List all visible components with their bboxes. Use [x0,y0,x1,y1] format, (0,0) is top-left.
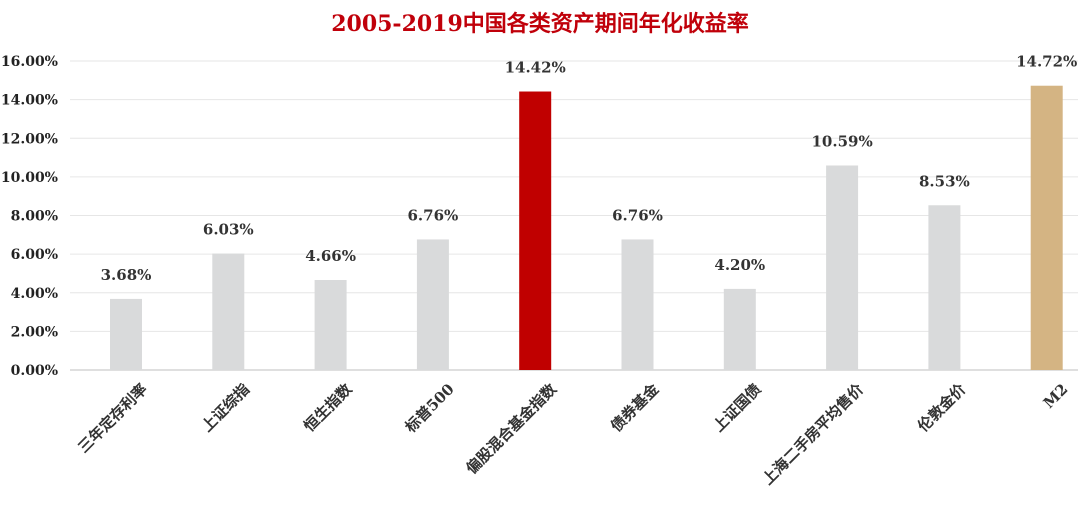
category-label: 伦敦金价 [914,379,970,435]
y-tick-label: 2.00% [11,324,58,340]
category-label: 债券基金 [607,379,663,435]
bar [212,253,245,370]
category-label: 恒生指数 [300,379,356,435]
y-tick-label: 16.00% [1,54,58,70]
bar [314,280,347,370]
y-tick-label: 4.00% [11,286,58,302]
category-label: 上证国债 [709,380,764,435]
y-tick-label: 10.00% [1,170,58,186]
data-label: 4.66% [305,247,356,265]
y-tick-label: 6.00% [11,247,58,263]
category-label: 标普500 [401,380,458,437]
data-label: 3.68% [101,266,152,284]
bar [621,239,654,370]
category-label: 上海二手房平均售价 [759,379,868,488]
y-tick-label: 8.00% [11,209,58,225]
category-label: 上证综指 [198,380,253,435]
category-label: M2 [1040,380,1072,412]
y-tick-label: 14.00% [1,93,58,109]
y-tick-label: 0.00% [11,363,58,379]
bar [826,165,859,370]
data-label: 10.59% [811,132,872,150]
data-label: 4.20% [714,256,765,274]
category-label: 偏股混合基金指数 [462,379,560,477]
chart-title: 2005-2019中国各类资产期间年化收益率 [331,11,749,37]
bar [1030,85,1063,370]
data-label: 14.72% [1016,53,1077,71]
y-tick-label: 12.00% [1,131,58,147]
bar [110,298,142,370]
data-label: 6.76% [612,206,663,224]
data-label: 6.03% [203,221,254,239]
data-label: 6.76% [408,206,459,224]
bar [519,91,552,371]
bar [416,239,449,370]
bar [928,205,961,370]
data-label: 8.53% [919,172,970,190]
category-label: 三年定存利率 [74,380,150,456]
bar [723,288,756,370]
data-label: 14.42% [505,59,566,77]
